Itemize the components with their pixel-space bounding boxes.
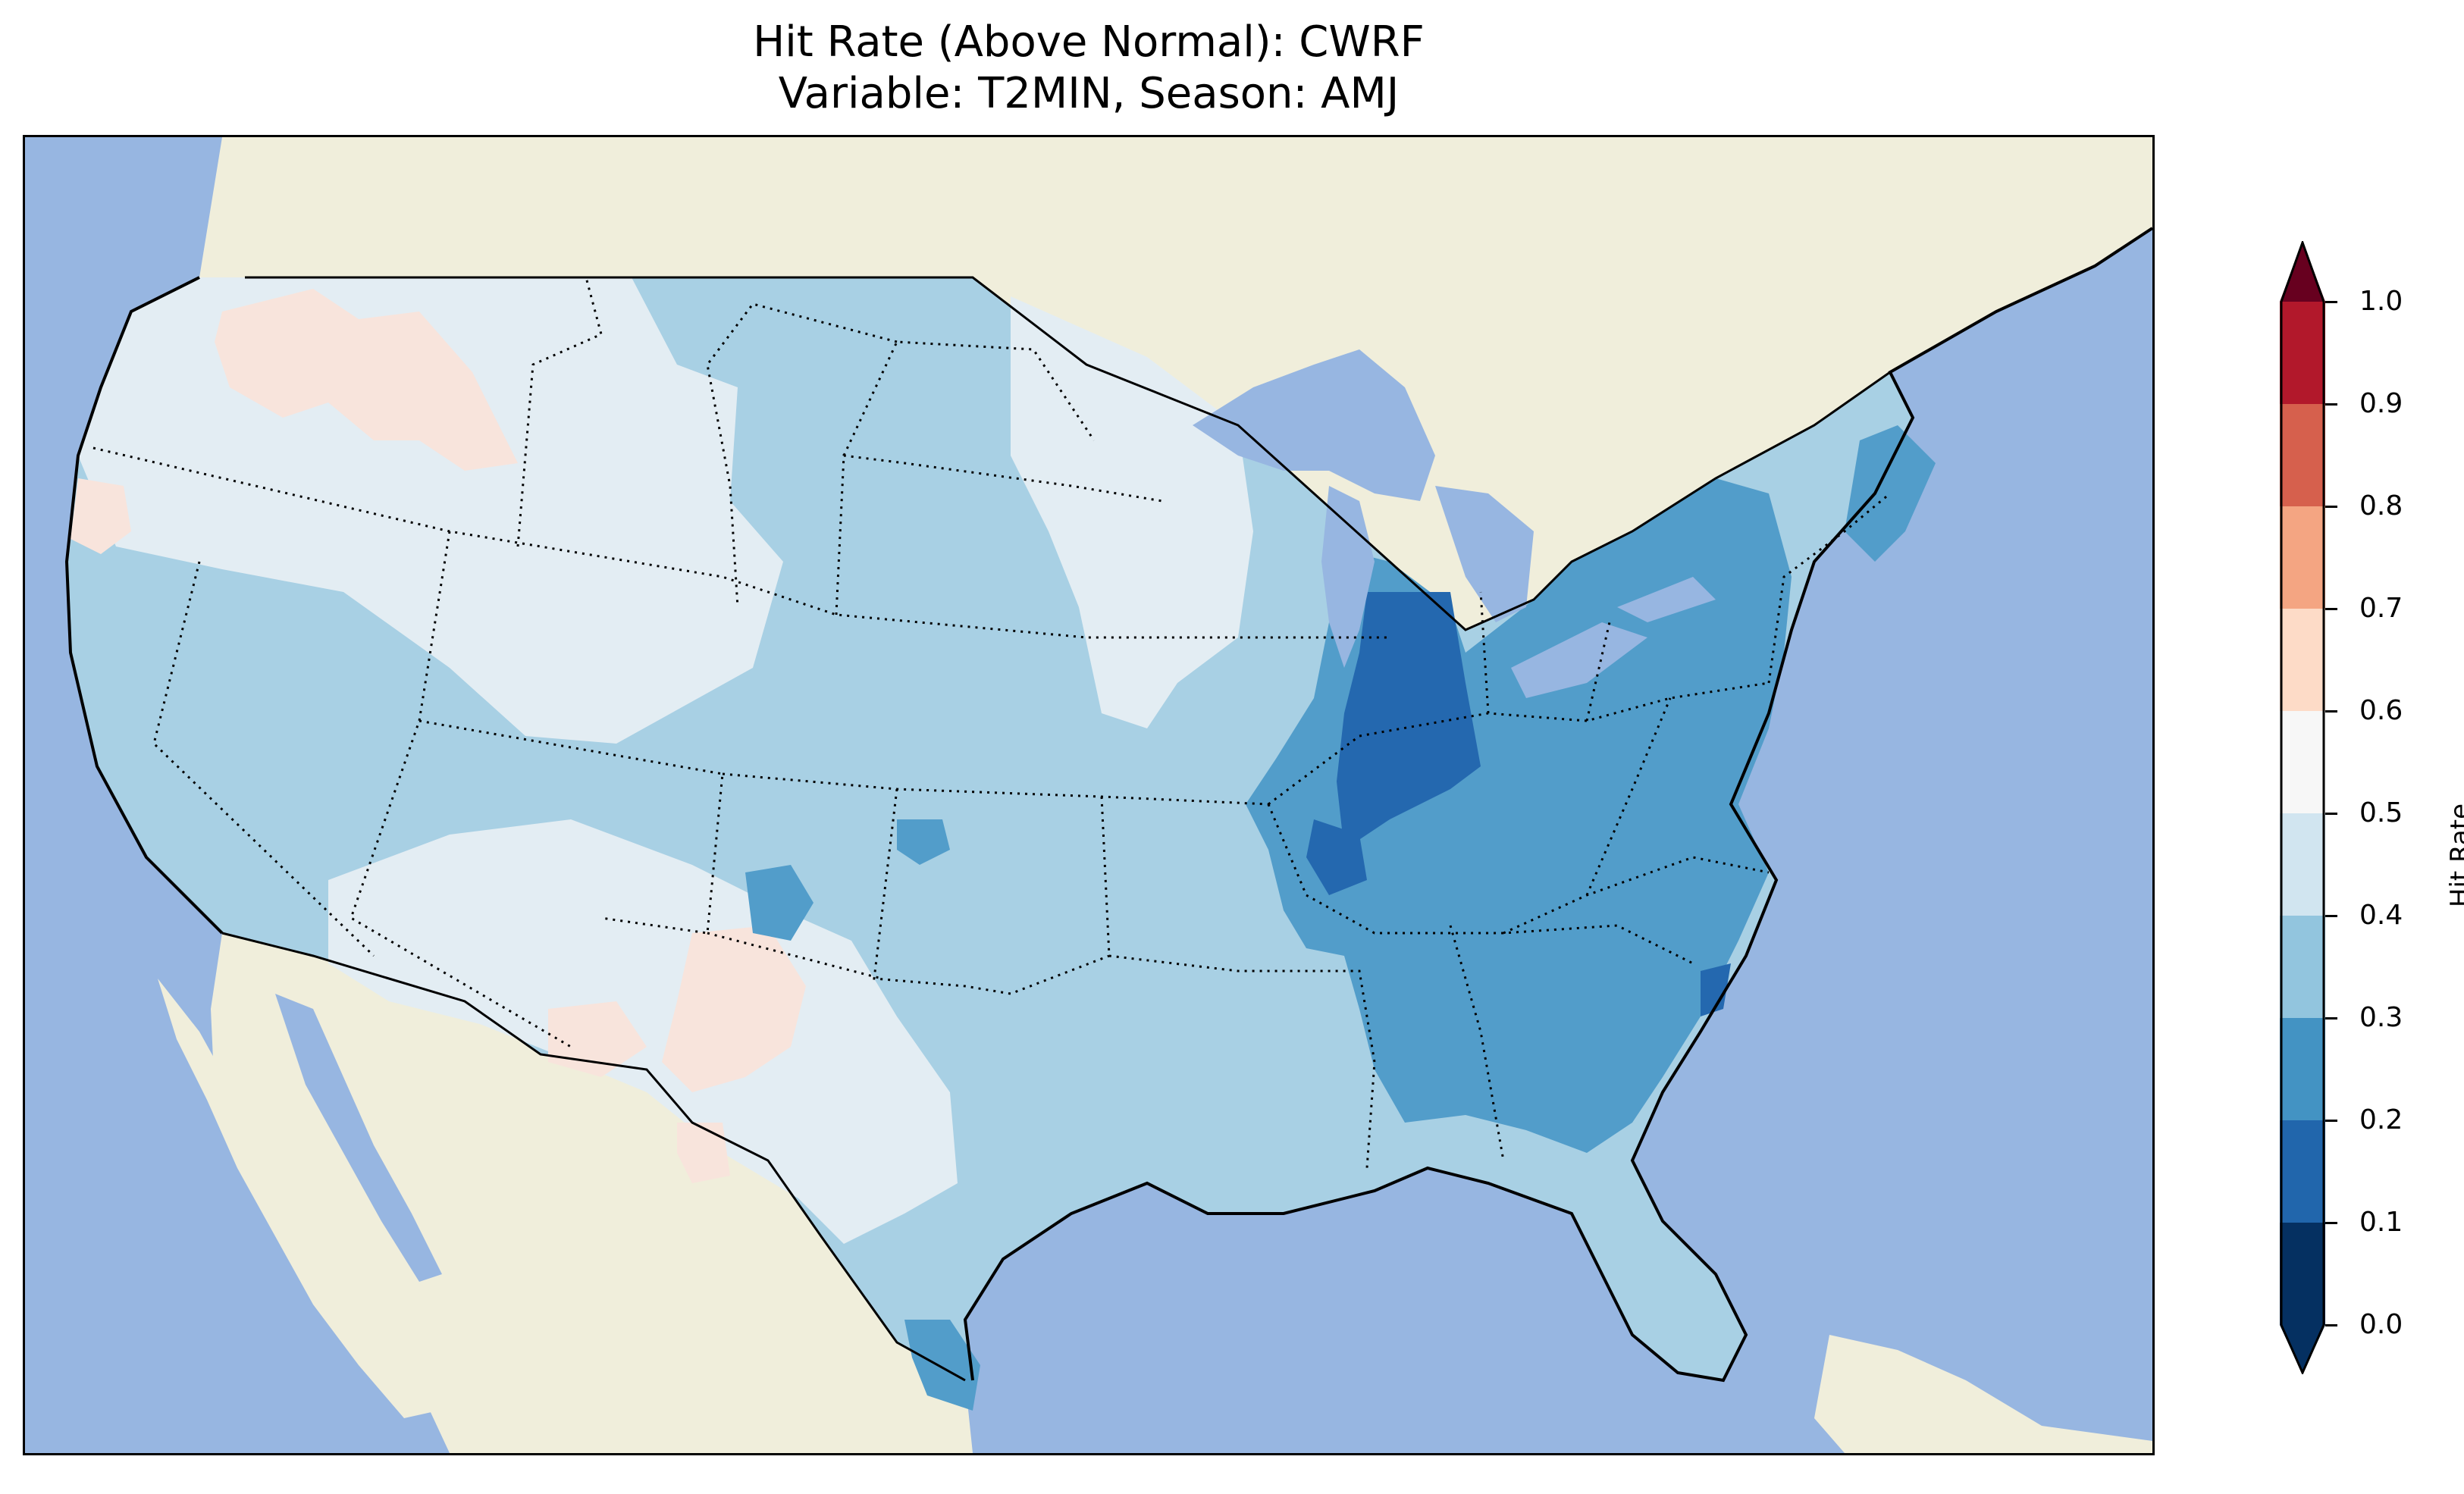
colorbar-tick-mark xyxy=(2325,1324,2337,1326)
colorbar-tick-mark xyxy=(2325,506,2337,508)
region-oregon-coast-light-red xyxy=(71,478,131,554)
colorbar-segment-7 xyxy=(2280,506,2325,609)
region-texas-light-red xyxy=(677,1123,730,1183)
region-southwest-light xyxy=(328,819,958,1244)
colorbar-outline xyxy=(2280,241,2325,1374)
colorbar-tick-mark xyxy=(2325,1222,2337,1224)
colorbar-segment-6 xyxy=(2280,609,2325,711)
colorbar-tick-label: 1.0 xyxy=(2359,286,2403,317)
region-indiana-dark-blue xyxy=(1337,592,1481,850)
colorbar-extend-low xyxy=(2280,1325,2325,1374)
land-baja xyxy=(158,979,438,1418)
land-mexico xyxy=(211,933,973,1453)
colorbar-tick-label: 0.1 xyxy=(2359,1207,2403,1238)
region-colorado-medium-blue xyxy=(745,865,813,941)
us-mexico-border xyxy=(221,932,966,1382)
colorbar xyxy=(2280,241,2325,1374)
colorbar-tick-label: 0.4 xyxy=(2359,900,2403,931)
us-canada-border xyxy=(245,276,1891,631)
colorbar-tick-mark xyxy=(2325,403,2337,406)
colorbar-tick-mark xyxy=(2325,1017,2337,1019)
colorbar-tick-label: 0.7 xyxy=(2359,593,2403,624)
colorbar-tick-mark xyxy=(2325,915,2337,917)
colorbar-tick-mark xyxy=(2325,813,2337,815)
region-upper-midwest-light xyxy=(1011,296,1253,728)
coastline xyxy=(64,227,2152,1383)
map-frame xyxy=(23,135,2155,1455)
colorbar-tick-label: 0.5 xyxy=(2359,797,2403,828)
us-map xyxy=(64,137,2152,1453)
region-ohio-valley-dark-blue xyxy=(1306,819,1367,895)
colorbar-tick-mark xyxy=(2325,710,2337,713)
map-title: Hit Rate (Above Normal): CWRF Variable: … xyxy=(23,17,2155,120)
title-line-2: Variable: T2MIN, Season: AMJ xyxy=(778,69,1400,118)
region-new-mexico-light-red xyxy=(662,926,806,1092)
region-carolina-coast-dark-blue xyxy=(1701,963,1731,1016)
state-borders xyxy=(92,277,1891,1169)
colorbar-tick-label: 0.9 xyxy=(2359,388,2403,419)
colorbar-segment-8 xyxy=(2280,404,2325,506)
colorbar-segment-1 xyxy=(2280,1120,2325,1223)
colorbar-tick-mark xyxy=(2325,301,2337,303)
colorbar-tick-label: 0.0 xyxy=(2359,1309,2403,1340)
region-new-england-medium-blue xyxy=(1845,425,1936,562)
colorbar-tick-mark xyxy=(2325,608,2337,610)
region-south-texas-medium-blue xyxy=(904,1320,980,1411)
colorbar-segment-2 xyxy=(2280,1018,2325,1120)
colorbar-tick-label: 0.6 xyxy=(2359,695,2403,726)
colorbar-segment-3 xyxy=(2280,916,2325,1018)
colorbar-tick-label: 0.8 xyxy=(2359,490,2403,521)
colorbar-extend-high xyxy=(2280,241,2325,302)
colorbar-tick-mark xyxy=(2325,1120,2337,1122)
region-idaho-light-red xyxy=(215,289,518,471)
region-kansas-medium-blue xyxy=(897,819,950,865)
colorbar-segment-0 xyxy=(2280,1223,2325,1325)
land-cuba xyxy=(1814,1335,2152,1453)
colorbar-tick-label: 0.3 xyxy=(2359,1002,2403,1033)
colorbar-tick-label: 0.2 xyxy=(2359,1104,2403,1135)
gulf-of-california xyxy=(275,994,442,1282)
colorbar-segment-5 xyxy=(2280,711,2325,813)
colorbar-segment-4 xyxy=(2280,813,2325,916)
title-line-1: Hit Rate (Above Normal): CWRF xyxy=(753,17,1425,67)
colorbar-label: Hit Rate xyxy=(2445,803,2464,908)
great-lakes xyxy=(1193,349,1716,698)
colorbar-segment-9 xyxy=(2280,302,2325,404)
